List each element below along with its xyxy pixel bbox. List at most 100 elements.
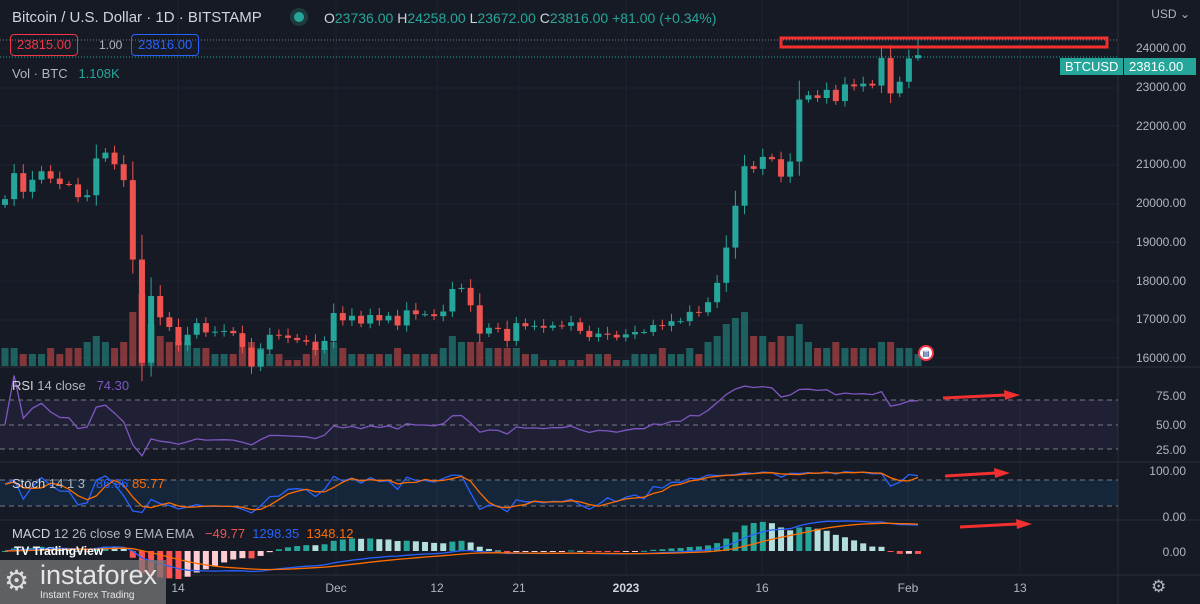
spread-value: 1.00 xyxy=(99,38,123,52)
candle-body xyxy=(257,349,264,367)
tradingview-logo: TV TradingView xyxy=(14,544,103,558)
candle-body xyxy=(604,333,611,335)
macd-histogram-bar xyxy=(750,522,757,551)
macd-histogram-bar xyxy=(367,538,374,551)
volume-legend: Vol · BTC 1.108K xyxy=(12,66,120,81)
change-value: +81.00 (+0.34%) xyxy=(612,10,717,26)
candle-body xyxy=(668,321,675,326)
stoch-level-0: 0.00 xyxy=(1162,510,1186,524)
macd-histogram-bar xyxy=(595,551,602,552)
instaforex-brand: instaforex xyxy=(40,560,158,590)
volume-bar xyxy=(229,354,237,366)
settings-gear-icon[interactable]: ⚙ xyxy=(1151,577,1167,596)
candle-body xyxy=(796,99,803,162)
candle-body xyxy=(348,315,355,321)
time-label: 2023 xyxy=(612,581,640,595)
candle-body xyxy=(129,180,136,260)
macd-histogram-bar xyxy=(549,551,556,552)
volume-bar xyxy=(604,354,612,366)
volume-bar xyxy=(220,354,228,366)
candle-body xyxy=(285,335,292,338)
macd-histogram-bar xyxy=(412,541,419,551)
macd-histogram-bar xyxy=(905,551,912,554)
macd-histogram-bar xyxy=(869,546,876,551)
candle-body xyxy=(568,322,575,326)
symbol-title[interactable]: Bitcoin / U.S. Dollar · 1D · BITSTAMP xyxy=(12,9,262,26)
macd-histogram-bar xyxy=(504,551,511,553)
time-label: Dec xyxy=(325,581,347,595)
volume-bar xyxy=(540,360,548,366)
volume-bar xyxy=(914,354,922,366)
macd-histogram-bar xyxy=(321,544,328,551)
volume-bar xyxy=(375,354,383,366)
volume-bar xyxy=(1,348,9,366)
macd-histogram-bar xyxy=(832,534,839,551)
stoch-arrow xyxy=(944,471,997,478)
macd-histogram-bar xyxy=(294,546,301,551)
price-axis-label: 23000.00 xyxy=(1135,79,1186,94)
volume-bar xyxy=(384,354,392,366)
volume-bar xyxy=(38,354,46,366)
macd-histogram-bar xyxy=(166,551,173,579)
candle-body xyxy=(385,315,392,321)
volume-bar xyxy=(667,354,675,366)
macd-params: 12 26 close 9 EMA EMA xyxy=(53,526,195,541)
ohlc-legend: O23736.00 H24258.00 L23672.00 C23816.00 … xyxy=(324,10,716,26)
macd-histogram-bar xyxy=(440,543,447,551)
price-axis-label: 22000.00 xyxy=(1135,118,1186,133)
candle-body xyxy=(705,302,712,313)
currency-selector[interactable]: USD ⌄ xyxy=(1151,7,1190,21)
volume-bar xyxy=(439,348,447,366)
high-label: H xyxy=(397,10,408,26)
candle-body xyxy=(47,171,54,179)
macd-histogram-bar xyxy=(120,548,127,551)
macd-title: MACD xyxy=(12,526,51,541)
volume-label: Vol · BTC xyxy=(12,66,68,81)
candle-body xyxy=(193,323,200,335)
candle-body xyxy=(93,158,100,196)
volume-bar xyxy=(284,360,292,366)
volume-bar xyxy=(412,354,420,366)
macd-histogram-bar xyxy=(211,551,218,566)
candle-body xyxy=(412,310,419,315)
macd-histogram-bar xyxy=(285,547,292,551)
candle-body xyxy=(421,314,428,316)
candle-body xyxy=(531,325,538,327)
macd-histogram-bar xyxy=(915,551,921,554)
candle-body xyxy=(841,84,848,102)
candle-body xyxy=(394,315,401,326)
candle-body xyxy=(869,83,876,86)
macd-histogram-bar xyxy=(531,551,538,552)
macd-histogram-bar xyxy=(339,539,346,551)
macd-histogram-bar xyxy=(513,551,520,553)
macd-histogram-bar xyxy=(275,549,282,551)
macd-histogram-bar xyxy=(403,540,410,551)
macd-histogram-bar xyxy=(586,551,593,552)
us-flag-event-icon[interactable]: ▤ xyxy=(918,345,934,361)
candle-body xyxy=(878,58,885,86)
volume-bar xyxy=(512,348,520,366)
candle-body xyxy=(266,334,273,350)
sell-button[interactable]: 23815.00 xyxy=(10,34,79,56)
buy-button[interactable]: 23816.00 xyxy=(131,34,200,56)
candle-body xyxy=(458,287,465,290)
macd-histogram-bar xyxy=(266,551,273,553)
macd-histogram-bar xyxy=(476,546,483,551)
candle-body xyxy=(75,184,82,198)
volume-bar xyxy=(795,324,803,366)
volume-bar xyxy=(92,336,100,366)
candle-body xyxy=(558,325,565,327)
candle-body xyxy=(851,84,858,87)
macd-histogram-bar xyxy=(686,546,693,551)
volume-bar xyxy=(47,348,55,366)
candle-body xyxy=(860,83,867,87)
time-label: 14 xyxy=(171,581,185,595)
rsi-level-50: 50.00 xyxy=(1155,418,1186,432)
rsi-line xyxy=(4,375,919,457)
volume-bar xyxy=(877,342,885,366)
candle-body xyxy=(787,161,794,177)
volume-bar xyxy=(165,342,173,366)
low-value: 23672.00 xyxy=(477,10,536,26)
volume-bar xyxy=(120,342,128,366)
